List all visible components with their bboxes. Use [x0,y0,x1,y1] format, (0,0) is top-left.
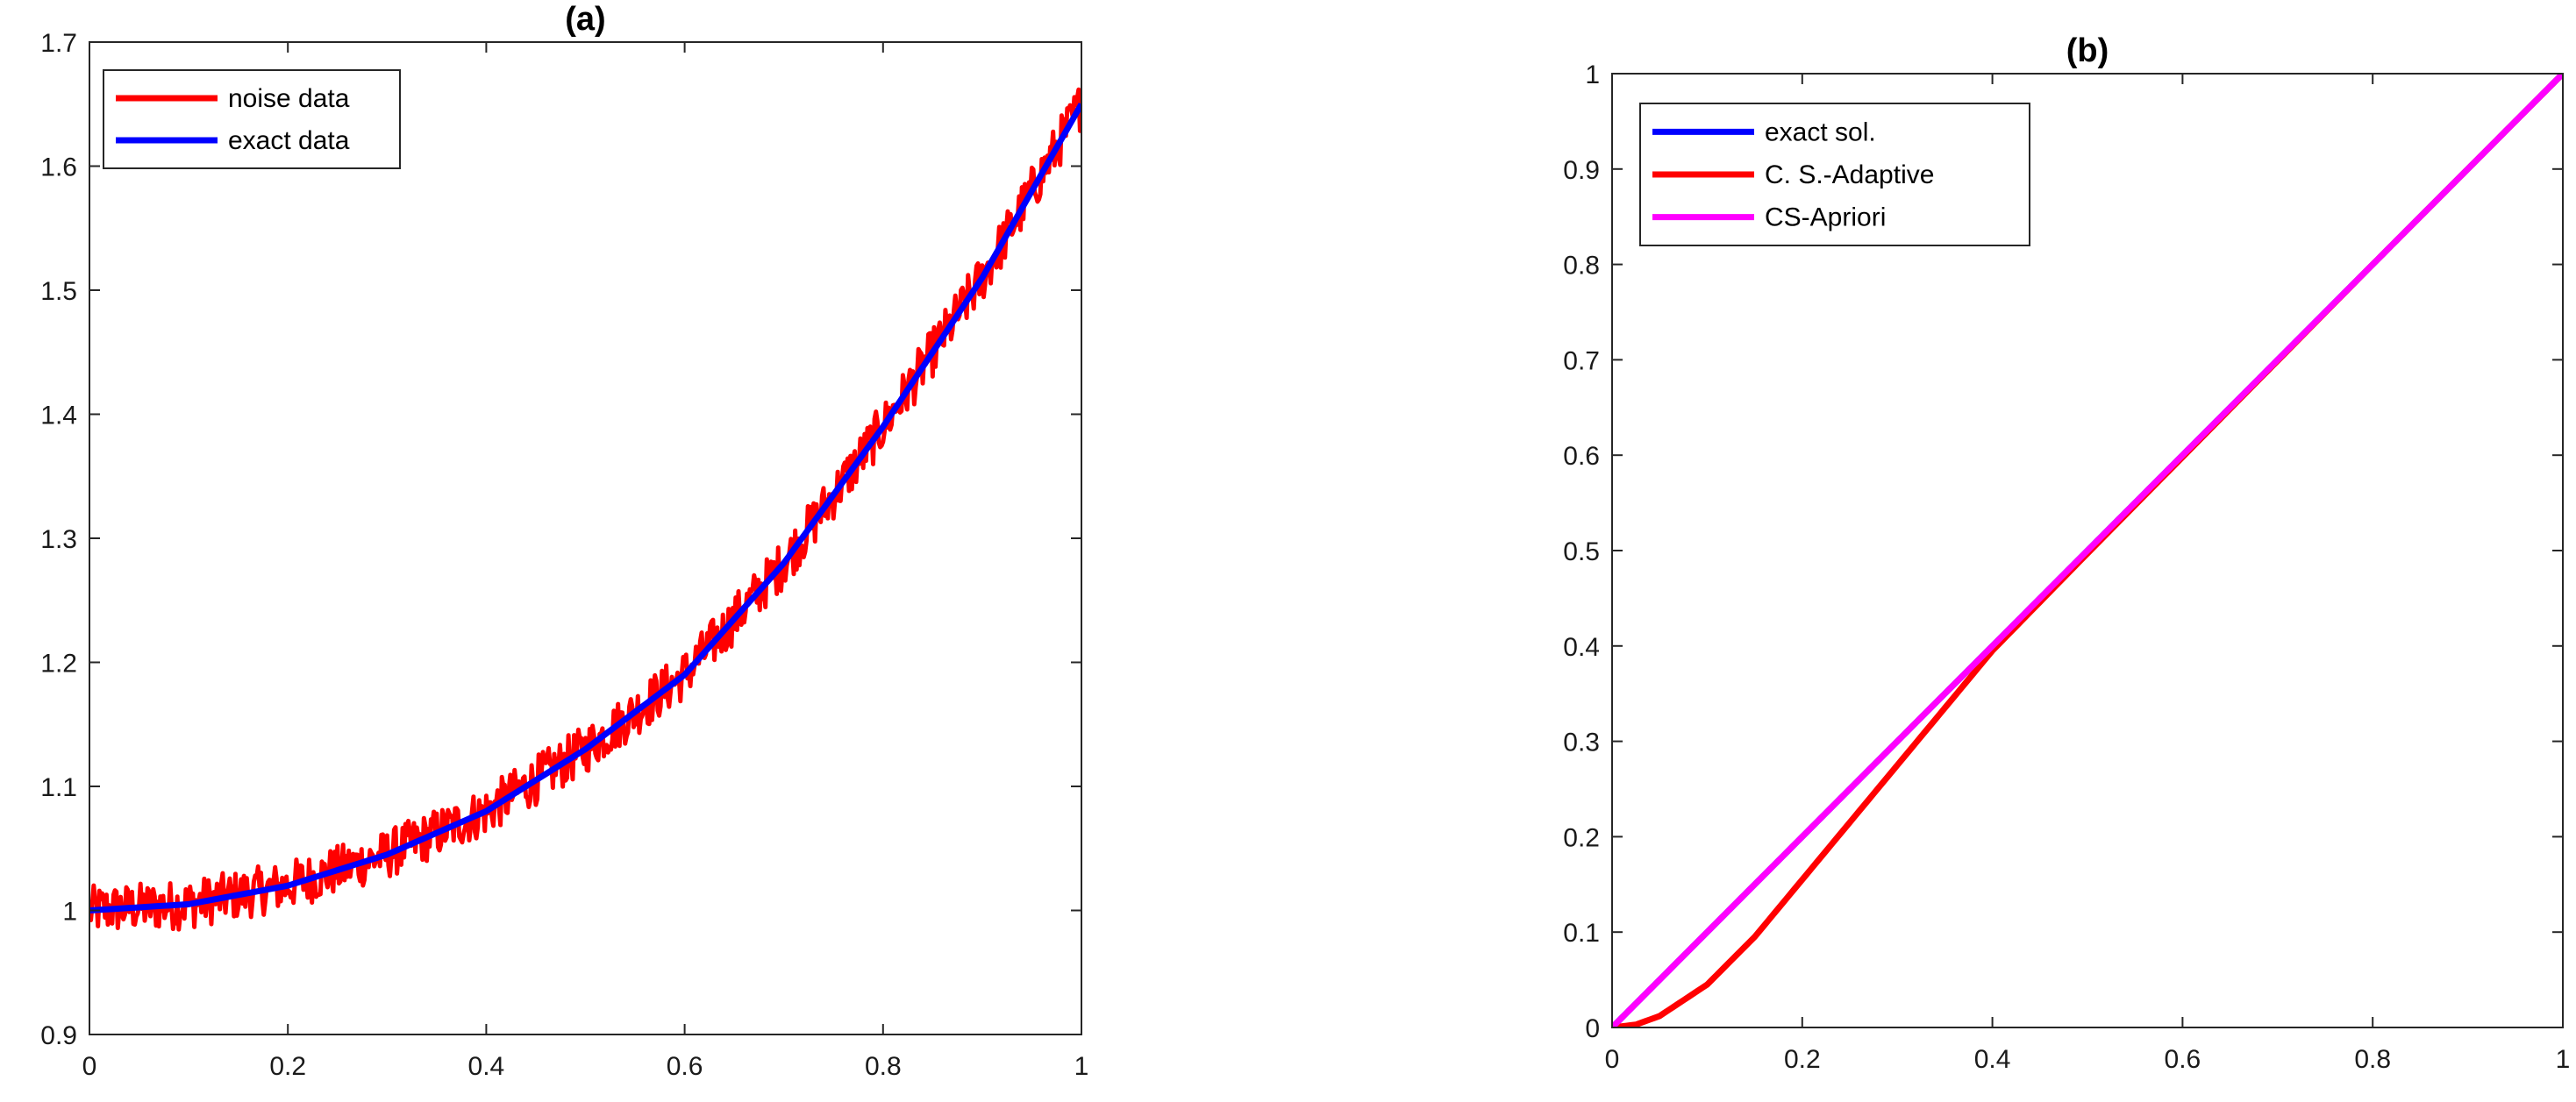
y-tick-label: 0.9 [40,1021,77,1050]
series-line-1 [89,103,1081,914]
series-line-0 [89,87,1081,932]
y-tick-label: 0.6 [1563,442,1600,471]
legend-label: noise data [228,84,350,113]
legend-label: CS-Apriori [1765,203,1886,232]
chart-a: (a) 0 0.2 0.4 0.6 0.8 1 0.9 1 1.1 1.2 1.3 1.4 1.5 1.6 1… [40,1,1088,1081]
y-tick-label: 0 [1585,1014,1600,1043]
legend-box [103,69,401,169]
y-tick-label: 0.8 [1563,252,1600,281]
y-tick-label: 0.3 [1563,729,1600,757]
y-tick-label: 0.7 [1563,346,1600,375]
x-tick-label: 0.6 [2165,1045,2201,1074]
legend-label: exact data [228,126,350,155]
legend: exact sol. C. S.-Adaptive CS-Apriori [1639,103,2030,246]
x-tick-label: 1 [1074,1052,1089,1081]
y-tick-label: 0.5 [1563,537,1600,566]
x-tick-label: 0.4 [468,1052,505,1081]
chart-title: (a) [565,1,605,38]
y-tick-label: 1 [62,898,77,927]
y-tick-label: 1.4 [40,402,77,430]
y-tick-label: 1.5 [40,277,77,306]
y-tick-label: 1 [1585,60,1600,89]
x-tick-label: 0.2 [269,1052,306,1081]
y-tick-label: 1.7 [40,29,77,58]
x-tick-label: 0.6 [667,1052,703,1081]
y-tick-label: 0.4 [1563,633,1600,662]
legend-label: exact sol. [1765,117,1876,146]
y-tick-label: 0.1 [1563,919,1600,948]
x-tick-label: 0.8 [865,1052,902,1081]
y-tick-label: 0.2 [1563,823,1600,852]
y-tick-label: 1.6 [40,153,77,182]
x-tick-label: 0.4 [1974,1045,2011,1074]
chart-title: (b) [2066,32,2109,69]
legend-label: C. S.-Adaptive [1765,160,1934,189]
x-tick-label: 1 [2556,1045,2571,1074]
y-tick-label: 1.2 [40,650,77,679]
y-tick-label: 1.3 [40,525,77,554]
x-tick-label: 0 [1605,1045,1620,1074]
y-tick-label: 1.1 [40,773,77,802]
axes-box [89,41,1082,1035]
y-tick-label: 0.9 [1563,156,1600,185]
x-tick-label: 0 [82,1052,97,1081]
chart-b: (b) 0 0.2 0.4 0.6 0.8 1 0 0.1 0.2 0.3 0.4 0.5 0.6 0.7 0… [1563,32,2570,1074]
legend: noise data exact data [103,69,401,169]
x-tick-label: 0.8 [2354,1045,2391,1074]
series-line-2 [1612,74,2563,1027]
x-tick-label: 0.2 [1784,1045,1821,1074]
